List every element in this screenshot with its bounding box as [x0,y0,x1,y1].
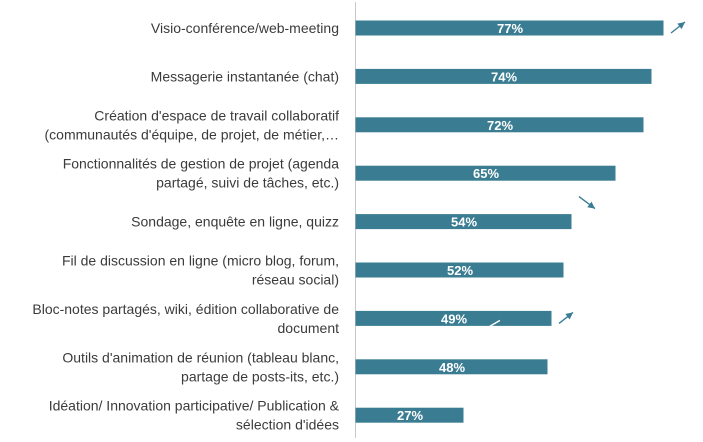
category-label-line: Création d'espace de travail collaborati… [94,107,339,123]
category-label-line: Fonctionnalités de gestion de projet (ag… [63,156,340,172]
category-label: Fil de discussion en ligne (micro blog, … [62,253,339,288]
trend-up-arrow-icon [670,21,686,34]
category-label: Visio-conférence/web-meeting [151,20,339,36]
bar [355,359,548,375]
category-label: Fonctionnalités de gestion de projet (ag… [63,156,340,191]
value-labels: 77% 74% 72% 65% 54% 52% 49% 48% 27% [397,21,523,423]
category-label-line: Messagerie instantanée (chat) [151,68,339,84]
data-label: 48% [439,360,465,375]
bar [355,214,572,230]
data-label: 49% [441,311,467,326]
bar [355,117,644,133]
category-label: Idéation/ Innovation participative/ Publ… [49,398,340,433]
category-label: Bloc-notes partagés, wiki, édition colla… [32,301,339,336]
category-label-line: Outils d'animation de réunion (tableau b… [62,349,339,365]
bar [355,165,616,181]
data-label: 54% [451,215,477,230]
trend-arrows [487,21,686,329]
bar [355,20,664,36]
category-label-line: Sondage, enquête en ligne, quizz [131,214,339,230]
category-label-line: partage de posts-its, etc.) [181,368,339,384]
category-label: Outils d'animation de réunion (tableau b… [62,349,339,384]
category-label-line: réseau social) [252,272,339,288]
category-label: Sondage, enquête en ligne, quizz [131,214,339,230]
category-label-line: partagé, suivi de tâches, etc.) [156,175,339,191]
category-label-line: Idéation/ Innovation participative/ Publ… [49,398,340,414]
data-label: 74% [491,69,517,84]
bar [355,407,464,423]
category-label-line: Visio-conférence/web-meeting [151,20,339,36]
data-label: 27% [397,408,423,423]
bar [355,262,564,278]
data-label: 65% [473,166,499,181]
trend-marker-icon [487,314,508,329]
category-label-line: Bloc-notes partagés, wiki, édition colla… [32,301,339,317]
bar [355,68,652,84]
category-label-line: (communautés d'équipe, de projet, de mét… [45,126,340,142]
trend-down-arrow-icon [578,196,596,210]
trend-up-arrow-icon [558,311,574,324]
bar [355,310,552,326]
data-label: 77% [497,21,523,36]
category-labels: Visio-conférence/web-meeting Messagerie i… [32,20,339,433]
data-label: 72% [487,118,513,133]
category-label-line: sélection d'idées [236,417,339,433]
category-label: Création d'espace de travail collaborati… [45,107,340,142]
category-label-line: Fil de discussion en ligne (micro blog, … [62,253,339,269]
category-label: Messagerie instantanée (chat) [151,68,339,84]
bars [355,20,664,423]
data-label: 52% [447,263,473,278]
category-label-line: document [278,320,340,336]
